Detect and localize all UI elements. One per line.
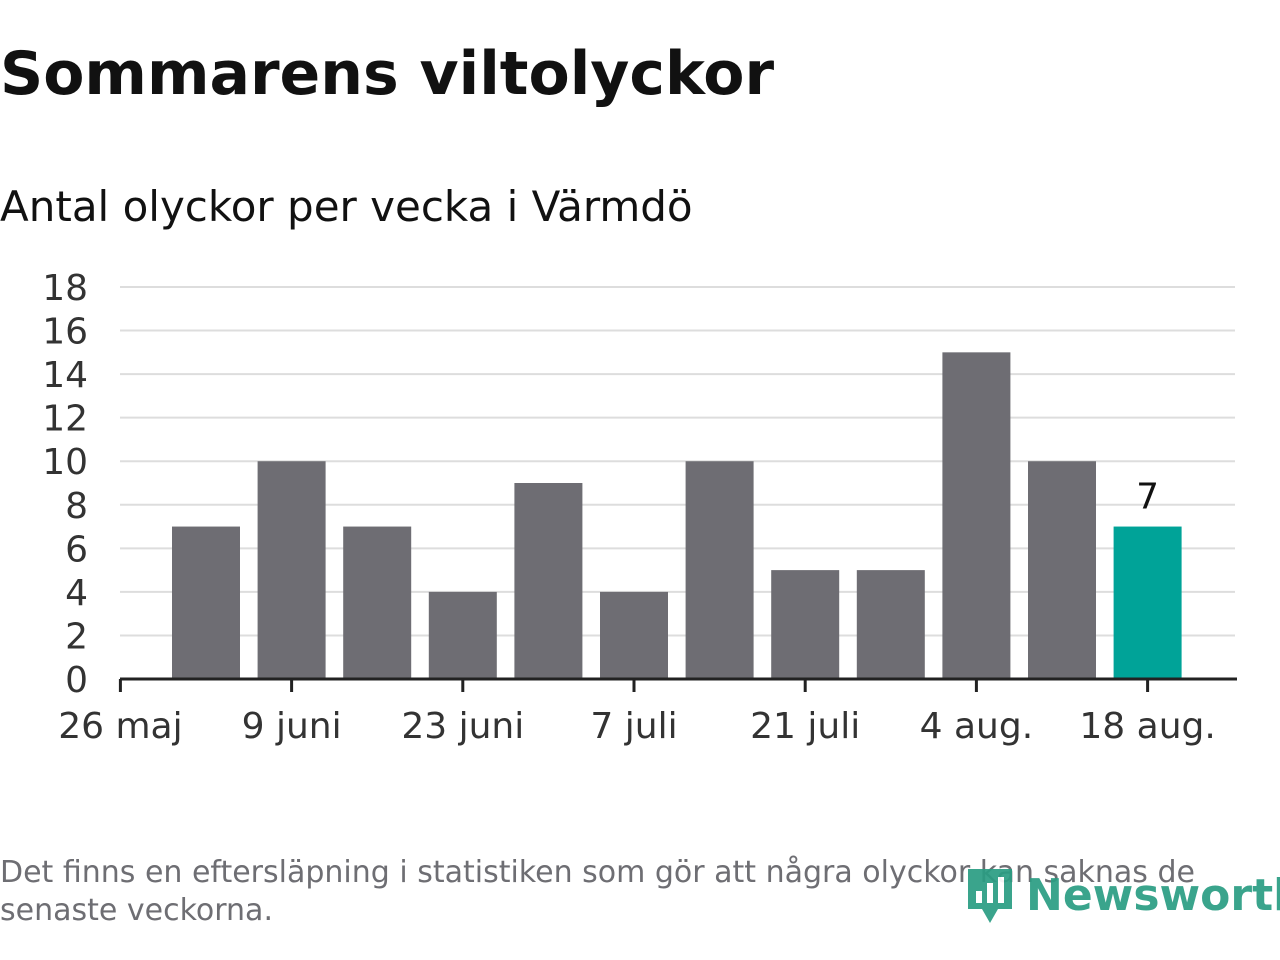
x-tick-label: 7 juli <box>590 706 677 747</box>
bar <box>343 526 412 679</box>
y-tick-label: 10 <box>42 442 88 483</box>
y-tick-label: 0 <box>65 660 88 701</box>
x-tick-label: 9 juni <box>242 706 342 747</box>
x-tick-label: 18 aug. <box>1079 706 1215 747</box>
chart-title: Sommarens viltolyckor <box>0 39 775 109</box>
y-tick-label: 14 <box>42 355 88 396</box>
x-tick-label: 4 aug. <box>920 706 1034 747</box>
bar <box>856 570 925 679</box>
data-label: 7 <box>1136 477 1159 518</box>
newsworthy-logo-icon <box>968 869 1012 923</box>
bar <box>172 526 240 679</box>
y-tick-label: 2 <box>65 616 88 657</box>
newsworthy-logo-text: Newsworthy <box>1026 869 1280 921</box>
y-tick-label: 16 <box>42 312 88 353</box>
x-tick-label: 23 juni <box>401 706 524 747</box>
x-tick-label: 26 maj <box>58 706 182 747</box>
bar-highlight <box>1113 526 1182 679</box>
y-tick-label: 12 <box>42 399 88 440</box>
bar <box>771 570 840 679</box>
bar <box>428 591 497 679</box>
y-tick-label: 8 <box>65 486 88 527</box>
newsworthy-logo: Newsworthy <box>964 860 1280 930</box>
bar <box>257 461 326 679</box>
bar <box>1028 461 1096 679</box>
bar <box>942 352 1011 679</box>
bar <box>514 483 583 679</box>
y-tick-label: 4 <box>65 573 88 614</box>
chart-subtitle: Antal olyckor per vecka i Värmdö <box>0 182 693 231</box>
y-tick-label: 18 <box>42 268 88 309</box>
bar <box>685 461 754 679</box>
bar <box>600 591 668 679</box>
x-tick-label: 21 juli <box>750 706 860 747</box>
y-tick-label: 6 <box>65 529 88 570</box>
